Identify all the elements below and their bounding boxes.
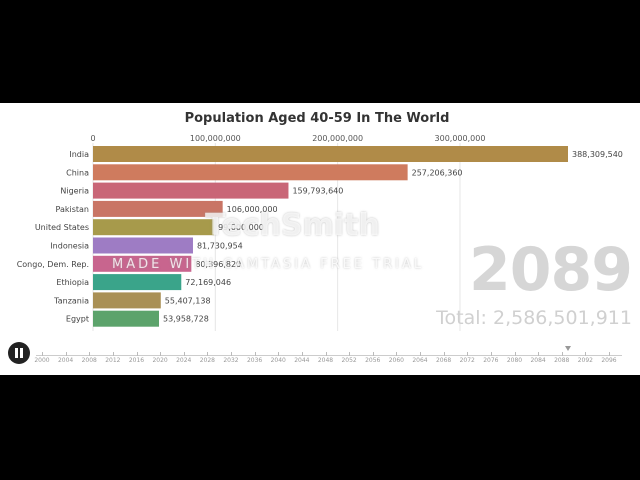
- bar: [93, 200, 223, 217]
- x-tick-label: 200,000,000: [312, 134, 363, 143]
- timeline-tick: [490, 352, 492, 356]
- timeline-tick: [609, 352, 610, 356]
- timeline-tick: [349, 352, 351, 356]
- timeline-tick: [231, 352, 232, 356]
- bar: [93, 164, 408, 181]
- x-tick-label: 100,000,000: [190, 134, 241, 143]
- timeline-tick: [89, 352, 91, 356]
- value-label: 80,396,820: [195, 260, 241, 269]
- timeline-tick: [538, 352, 540, 356]
- pause-button[interactable]: [8, 342, 30, 364]
- value-label: 81,730,954: [197, 242, 243, 251]
- timeline-tick: [467, 352, 469, 356]
- category-label: Tanzania: [53, 296, 89, 305]
- timeline-year-label: 2072: [459, 357, 475, 364]
- value-label: 53,958,728: [163, 315, 209, 324]
- timeline-tick: [112, 352, 114, 356]
- timeline-year-label: 2012: [105, 357, 121, 364]
- timeline-year-label: 2084: [530, 357, 546, 364]
- timeline-year-label: 2020: [152, 357, 168, 364]
- timeline-year-label: 2028: [199, 357, 216, 364]
- value-label: 106,000,000: [227, 205, 278, 214]
- timeline-year-label: 2044: [294, 357, 310, 364]
- timeline-tick: [65, 352, 67, 356]
- bar: [93, 146, 568, 162]
- timeline-tick: [254, 352, 256, 356]
- chart-panel: Population Aged 40-59 In The World 0 100,…: [0, 103, 640, 375]
- timeline-tick: [207, 352, 209, 356]
- value-label: 159,793,640: [292, 187, 343, 196]
- category-label: Indonesia: [50, 242, 89, 251]
- timeline-tick: [160, 352, 162, 356]
- category-label: Egypt: [66, 315, 89, 324]
- bar: [93, 310, 160, 327]
- timeline-tick: [183, 352, 185, 356]
- timeline-tick: [325, 352, 327, 356]
- timeline-year-label: 2068: [435, 357, 452, 364]
- value-label: 72,169,046: [185, 278, 231, 287]
- timeline-tick: [301, 352, 303, 356]
- timeline-year-label: 2064: [412, 357, 428, 364]
- timeline-year-label: 2004: [57, 357, 74, 364]
- value-label: 257,206,360: [412, 168, 463, 177]
- timeline-tick: [372, 352, 374, 356]
- timeline-tick: [42, 352, 43, 356]
- category-label: Nigeria: [60, 187, 89, 196]
- bar: [93, 292, 161, 309]
- bar: [93, 255, 192, 272]
- watermark-text: MADE WITH CAMTASIA FREE TRIAL: [112, 257, 425, 272]
- timeline-tick: [420, 352, 421, 356]
- timeline-tick: [136, 352, 138, 356]
- total-label: Total: 2,586,501,911: [436, 307, 632, 329]
- category-label: United States: [35, 223, 89, 232]
- timeline-year-label: 2016: [128, 357, 145, 364]
- timeline-year-label: 2032: [223, 357, 239, 364]
- year-label: 2089: [469, 235, 633, 305]
- x-tick-label: 300,000,000: [435, 134, 486, 143]
- timeline-year-label: 2036: [246, 357, 263, 364]
- timeline-tick: [278, 352, 280, 356]
- timeline-tick: [561, 352, 563, 356]
- value-label: 388,309,540: [572, 150, 623, 159]
- timeline-year-label: 2040: [270, 357, 286, 364]
- bar: [93, 237, 193, 254]
- timeline-tick: [443, 352, 445, 356]
- timeline-year-label: 2060: [388, 357, 405, 364]
- bar: [93, 219, 215, 236]
- category-label: Ethiopia: [56, 278, 89, 287]
- timeline-year-label: 2048: [317, 357, 334, 364]
- pause-icon: [15, 348, 23, 358]
- timeline-year-label: 2056: [365, 357, 381, 364]
- value-label: 55,407,138: [165, 296, 211, 305]
- chart-title: Population Aged 40-59 In The World: [184, 111, 450, 126]
- bar: [93, 182, 289, 199]
- timeline-year-label: 2052: [341, 357, 357, 364]
- category-label: China: [66, 168, 89, 177]
- value-label: 99,000,000: [218, 223, 264, 232]
- category-label: Congo, Dem. Rep.: [17, 260, 89, 269]
- bar: [93, 274, 182, 291]
- timeline-year-label: 2088: [554, 357, 570, 364]
- watermark-logo: TechSmith: [205, 208, 380, 243]
- category-label: India: [69, 150, 89, 159]
- timeline-year-label: 2000: [34, 357, 50, 364]
- timeline-tick: [585, 352, 587, 356]
- timeline-year-label: 2096: [601, 357, 617, 364]
- category-label: Pakistan: [56, 205, 90, 214]
- timeline-year-label: 2024: [176, 357, 192, 364]
- timeline-year-label: 2008: [81, 357, 97, 364]
- timeline-year-label: 2076: [483, 357, 499, 364]
- timeline-tick: [514, 352, 516, 356]
- timeline-handle[interactable]: [564, 346, 571, 351]
- timeline-year-label: 2080: [506, 357, 523, 364]
- timeline-year-label: 2092: [577, 357, 594, 364]
- x-tick-label: 0: [90, 134, 95, 143]
- bar-chart: 0 100,000,000 200,000,000 300,000,000 India 3…: [17, 134, 623, 331]
- timeline-tick: [396, 352, 398, 356]
- timeline-slider[interactable]: [36, 355, 622, 356]
